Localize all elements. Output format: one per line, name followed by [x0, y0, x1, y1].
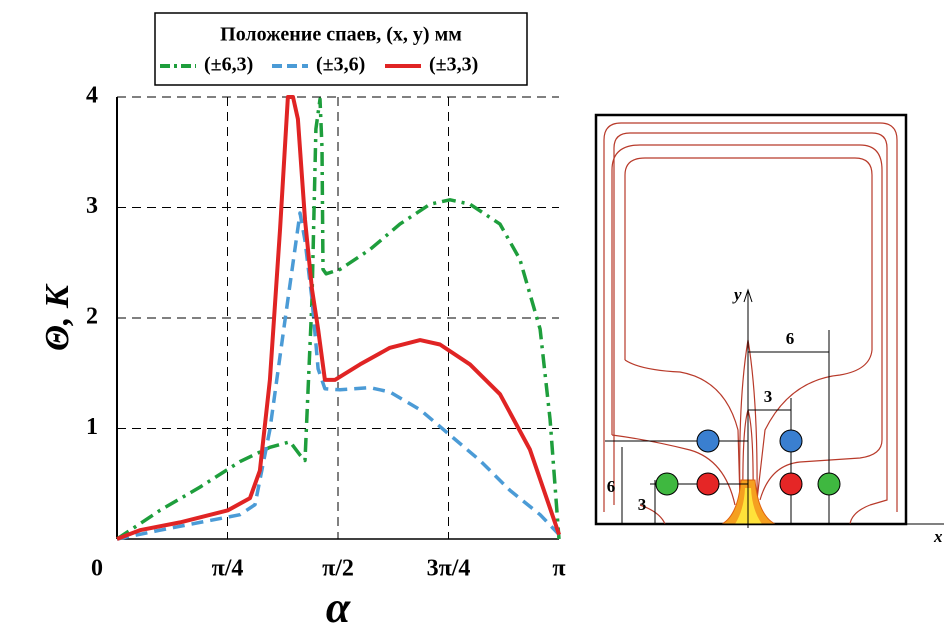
x-tick-label: π: [552, 556, 565, 582]
legend-label: (±3,6): [316, 54, 365, 76]
dimension-label: 6: [786, 329, 795, 348]
plot: 1 2 3 4 0 π/4 π/2 3π/4 π: [86, 83, 566, 582]
isotherm: [603, 122, 898, 512]
container: [594, 113, 908, 526]
series-line: [116, 95, 561, 541]
x-tick-label: π/2: [322, 556, 354, 582]
legend-label: (±6,3): [204, 54, 253, 76]
isotherm: [624, 359, 741, 501]
axis-label: y: [732, 285, 742, 304]
y-axis-label: Θ, К: [39, 283, 76, 351]
junction: [817, 472, 841, 496]
isotherm: [624, 157, 873, 501]
junction: [655, 472, 679, 496]
x-tick-label: 3π/4: [427, 556, 471, 582]
legend-label: (±3,3): [429, 54, 478, 76]
junction: [779, 472, 803, 496]
isotherms: [603, 122, 898, 525]
diagram: y x 6 3 6 3: [594, 113, 944, 546]
arrow: [743, 288, 753, 303]
junction: [696, 472, 720, 496]
y-tick-label: 3: [86, 193, 98, 219]
legend-title: Положение спаев, (x, y) мм: [220, 24, 462, 46]
dimension-label: 6: [607, 477, 616, 496]
dimension-label: 3: [638, 495, 647, 514]
isotherm: [613, 132, 888, 506]
x-axis-label: α: [326, 583, 351, 632]
x-tick-label: 0: [91, 556, 103, 582]
isotherm: [611, 144, 883, 501]
y-tick-label: 1: [86, 414, 98, 440]
legend-box: [154, 12, 528, 86]
junction: [779, 429, 803, 453]
isotherm: [611, 434, 736, 506]
axis-label: x: [933, 527, 943, 546]
y-tick-label: 4: [86, 83, 98, 109]
series-line: [116, 211, 561, 541]
junction: [696, 429, 720, 453]
y-tick-label: 2: [86, 304, 98, 330]
isotherm: [639, 504, 871, 525]
series-line: [116, 97, 561, 541]
dimension-label: 3: [764, 387, 773, 406]
x-tick-label: π/4: [212, 556, 244, 582]
